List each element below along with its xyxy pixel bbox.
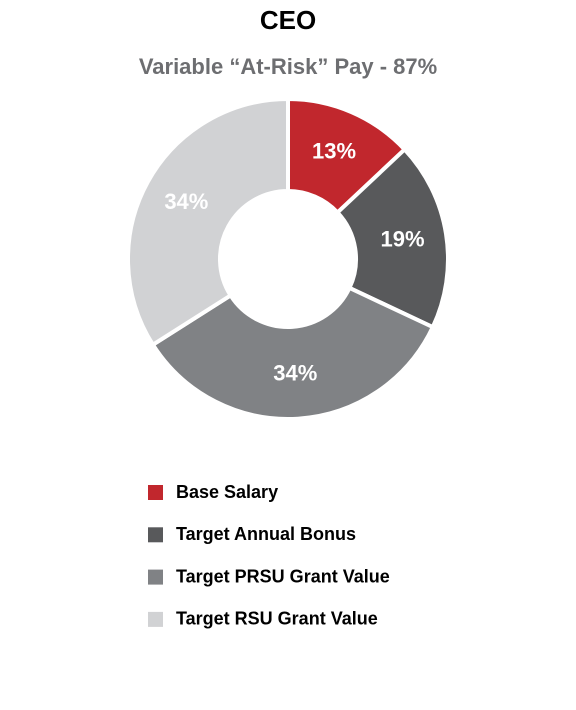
chart-title: CEO xyxy=(260,5,316,35)
slice xyxy=(126,96,290,348)
value-label: 19% xyxy=(381,227,425,252)
legend-label: Target PRSU Grant Value xyxy=(176,566,390,586)
value-label: 34% xyxy=(164,189,208,214)
legend-swatch xyxy=(148,485,163,500)
legend-swatch xyxy=(148,527,163,543)
slice xyxy=(334,146,450,330)
legend-label: Target RSU Grant Value xyxy=(176,609,378,629)
chart-subtitle: Variable “At-Risk” Pay - 87% xyxy=(139,54,437,79)
legend-label: Base Salary xyxy=(176,482,278,502)
slice xyxy=(150,285,436,421)
legend-swatch xyxy=(148,611,163,627)
legend-swatch xyxy=(148,569,163,585)
value-label: 34% xyxy=(273,361,317,386)
legend-label: Target Annual Bonus xyxy=(176,524,356,544)
value-label: 13% xyxy=(312,138,356,163)
